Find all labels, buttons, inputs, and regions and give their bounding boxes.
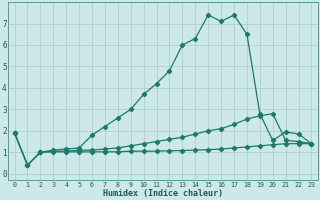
X-axis label: Humidex (Indice chaleur): Humidex (Indice chaleur) xyxy=(103,189,223,198)
